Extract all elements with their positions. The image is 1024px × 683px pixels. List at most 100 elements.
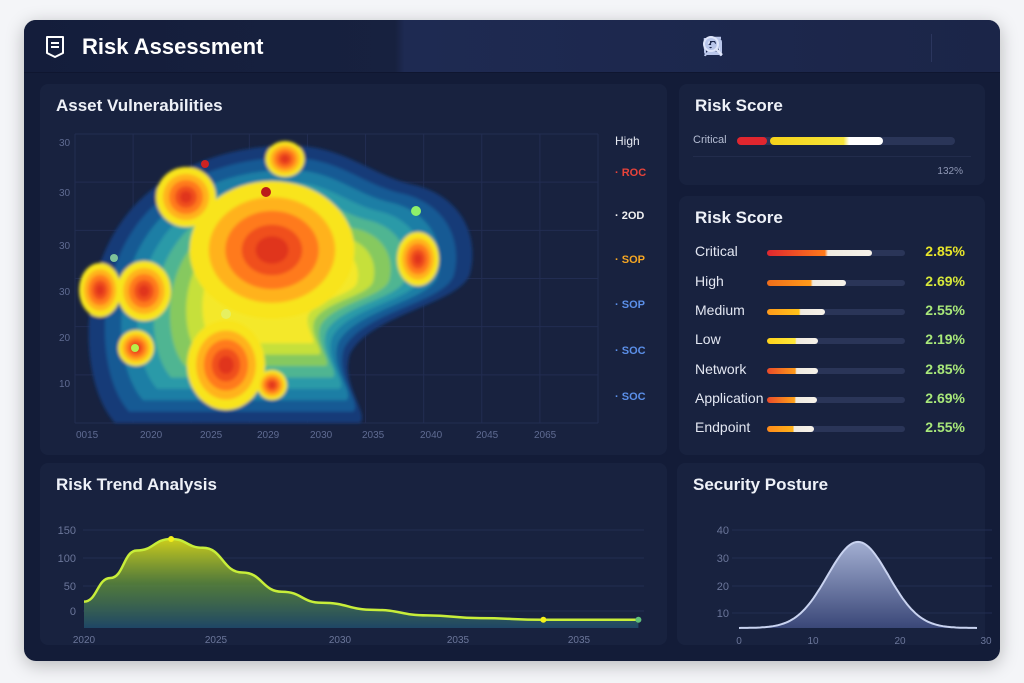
risk-row-value: 2.69%	[925, 273, 965, 289]
y-tick-label: 20	[59, 333, 71, 344]
user-icon[interactable]	[704, 36, 909, 60]
clipboard-icon[interactable]	[704, 36, 771, 60]
heat-spot	[269, 382, 275, 388]
legend-item: · SOP	[615, 299, 645, 311]
x-tick-label: 2025	[200, 430, 223, 441]
risk-row-value: 2.69%	[925, 390, 965, 406]
x-tick-label: 0	[736, 636, 742, 647]
y-tick-label: 30	[59, 287, 71, 298]
posture-area	[739, 541, 977, 628]
page-title: Risk Assessment	[82, 34, 264, 59]
trend-marker	[540, 616, 547, 623]
x-tick-label: 0015	[76, 430, 99, 441]
trend-chart: 150 100 50 0 2020 2025 2030 2035 2035	[58, 525, 644, 646]
search-icon[interactable]	[703, 36, 978, 60]
panel-title: Asset Vulnerabilities	[56, 96, 223, 115]
heat-point	[110, 254, 118, 262]
x-tick-label: 10	[807, 636, 819, 647]
legend-item: · SOC	[615, 391, 646, 403]
risk-row-value: 2.85%	[925, 361, 965, 377]
x-tick-label: 2035	[568, 635, 591, 646]
legend-label: High	[615, 134, 640, 148]
panel-title: Risk Trend Analysis	[56, 475, 217, 494]
posture-line	[738, 540, 978, 629]
divider	[931, 34, 932, 62]
legend-item: · SOC	[615, 345, 646, 357]
risk-row-value: 2.19%	[925, 331, 965, 347]
trend-area	[84, 538, 639, 628]
risk-score-summary-panel: Risk Score Critical 132%	[679, 84, 985, 185]
risk-row-label: Medium	[695, 302, 745, 318]
x-tick-label: 2030	[329, 635, 352, 646]
heat-spot	[413, 253, 423, 265]
y-tick-label: 10	[717, 608, 729, 620]
y-tick-label: 30	[717, 553, 729, 565]
heat-point	[261, 187, 271, 197]
x-tick-label: 2029	[257, 430, 280, 441]
heat-point	[201, 160, 209, 168]
risk-score-value: 132%	[937, 166, 963, 177]
heat-point	[131, 344, 139, 352]
risk-row-label: Low	[695, 331, 721, 347]
legend-label: SOP	[621, 299, 645, 311]
risk-row-value: 2.55%	[925, 302, 965, 318]
risk-trend-panel: Risk Trend Analysis 150 100 50 0 2020 2025 203…	[40, 463, 667, 646]
x-tick-label: 2020	[140, 430, 163, 441]
y-tick-label: 30	[59, 188, 71, 199]
posture-chart: 40 30 20 10 0 10 20 30	[717, 525, 992, 647]
document-icon	[44, 35, 66, 59]
y-tick-label: 100	[58, 553, 76, 565]
x-tick-label: 2035	[362, 430, 385, 441]
risk-row-bar	[767, 309, 905, 315]
y-tick-label: 30	[59, 241, 71, 252]
risk-row-bar	[767, 338, 905, 344]
risk-row-label: Endpoint	[695, 419, 751, 435]
trend-marker	[168, 535, 175, 542]
panel-title: Risk Score	[695, 96, 783, 115]
heat-spot	[281, 155, 289, 163]
risk-row-label: Network	[695, 361, 747, 377]
risk-row-value: 2.55%	[925, 419, 965, 435]
panel-title: Security Posture	[693, 475, 829, 494]
asset-vulnerabilities-panel: Asset Vulnerabilities 30 30 30 30 20 10 0015 20…	[40, 84, 667, 455]
risk-row-bar	[767, 397, 905, 403]
legend-label: 2OD	[621, 210, 645, 222]
y-tick-label: 50	[64, 581, 76, 593]
y-tick-label: 150	[58, 525, 76, 537]
x-tick-label: 2040	[420, 430, 443, 441]
heat-spot	[95, 284, 105, 296]
legend-label: SOC	[621, 391, 646, 403]
critical-bar	[737, 137, 955, 145]
heat-point	[221, 309, 231, 319]
heat-spot	[138, 285, 150, 297]
heatmap	[74, 133, 599, 424]
trend-line	[83, 537, 639, 622]
legend-item: · SOP	[615, 254, 645, 266]
heat-point	[411, 206, 421, 216]
y-tick-label: 40	[717, 525, 729, 537]
risk-row-bar	[767, 368, 905, 374]
risk-row-bar	[767, 426, 905, 432]
risk-row-bar	[767, 250, 905, 256]
security-posture-panel: Security Posture 40 30 20 10 0 10 20 30	[677, 463, 992, 647]
risk-row-bar	[767, 280, 905, 286]
x-tick-label: 2030	[310, 430, 333, 441]
x-tick-label: 2045	[476, 430, 499, 441]
risk-row-label: Critical	[695, 243, 738, 259]
legend-label: SOC	[621, 345, 646, 357]
y-tick-label: 0	[70, 606, 76, 618]
x-tick-label: 2025	[205, 635, 228, 646]
edit-icon[interactable]	[703, 36, 817, 60]
risk-row-value: 2.85%	[925, 243, 965, 259]
risk-row-label: Application	[695, 390, 764, 406]
x-tick-label: 20	[894, 636, 906, 647]
header: Risk Assessment	[24, 20, 1000, 73]
critical-label: Critical	[693, 134, 727, 146]
y-tick-label: 20	[717, 581, 729, 593]
legend-item: · ROC	[615, 167, 647, 179]
legend-label: ROC	[621, 167, 647, 179]
link-icon[interactable]	[704, 36, 863, 60]
y-tick-label: 30	[59, 138, 71, 149]
x-tick-label: 2020	[73, 635, 96, 646]
app-window: Risk Assessment Asset Vulnerabilities 30…	[24, 20, 1000, 661]
